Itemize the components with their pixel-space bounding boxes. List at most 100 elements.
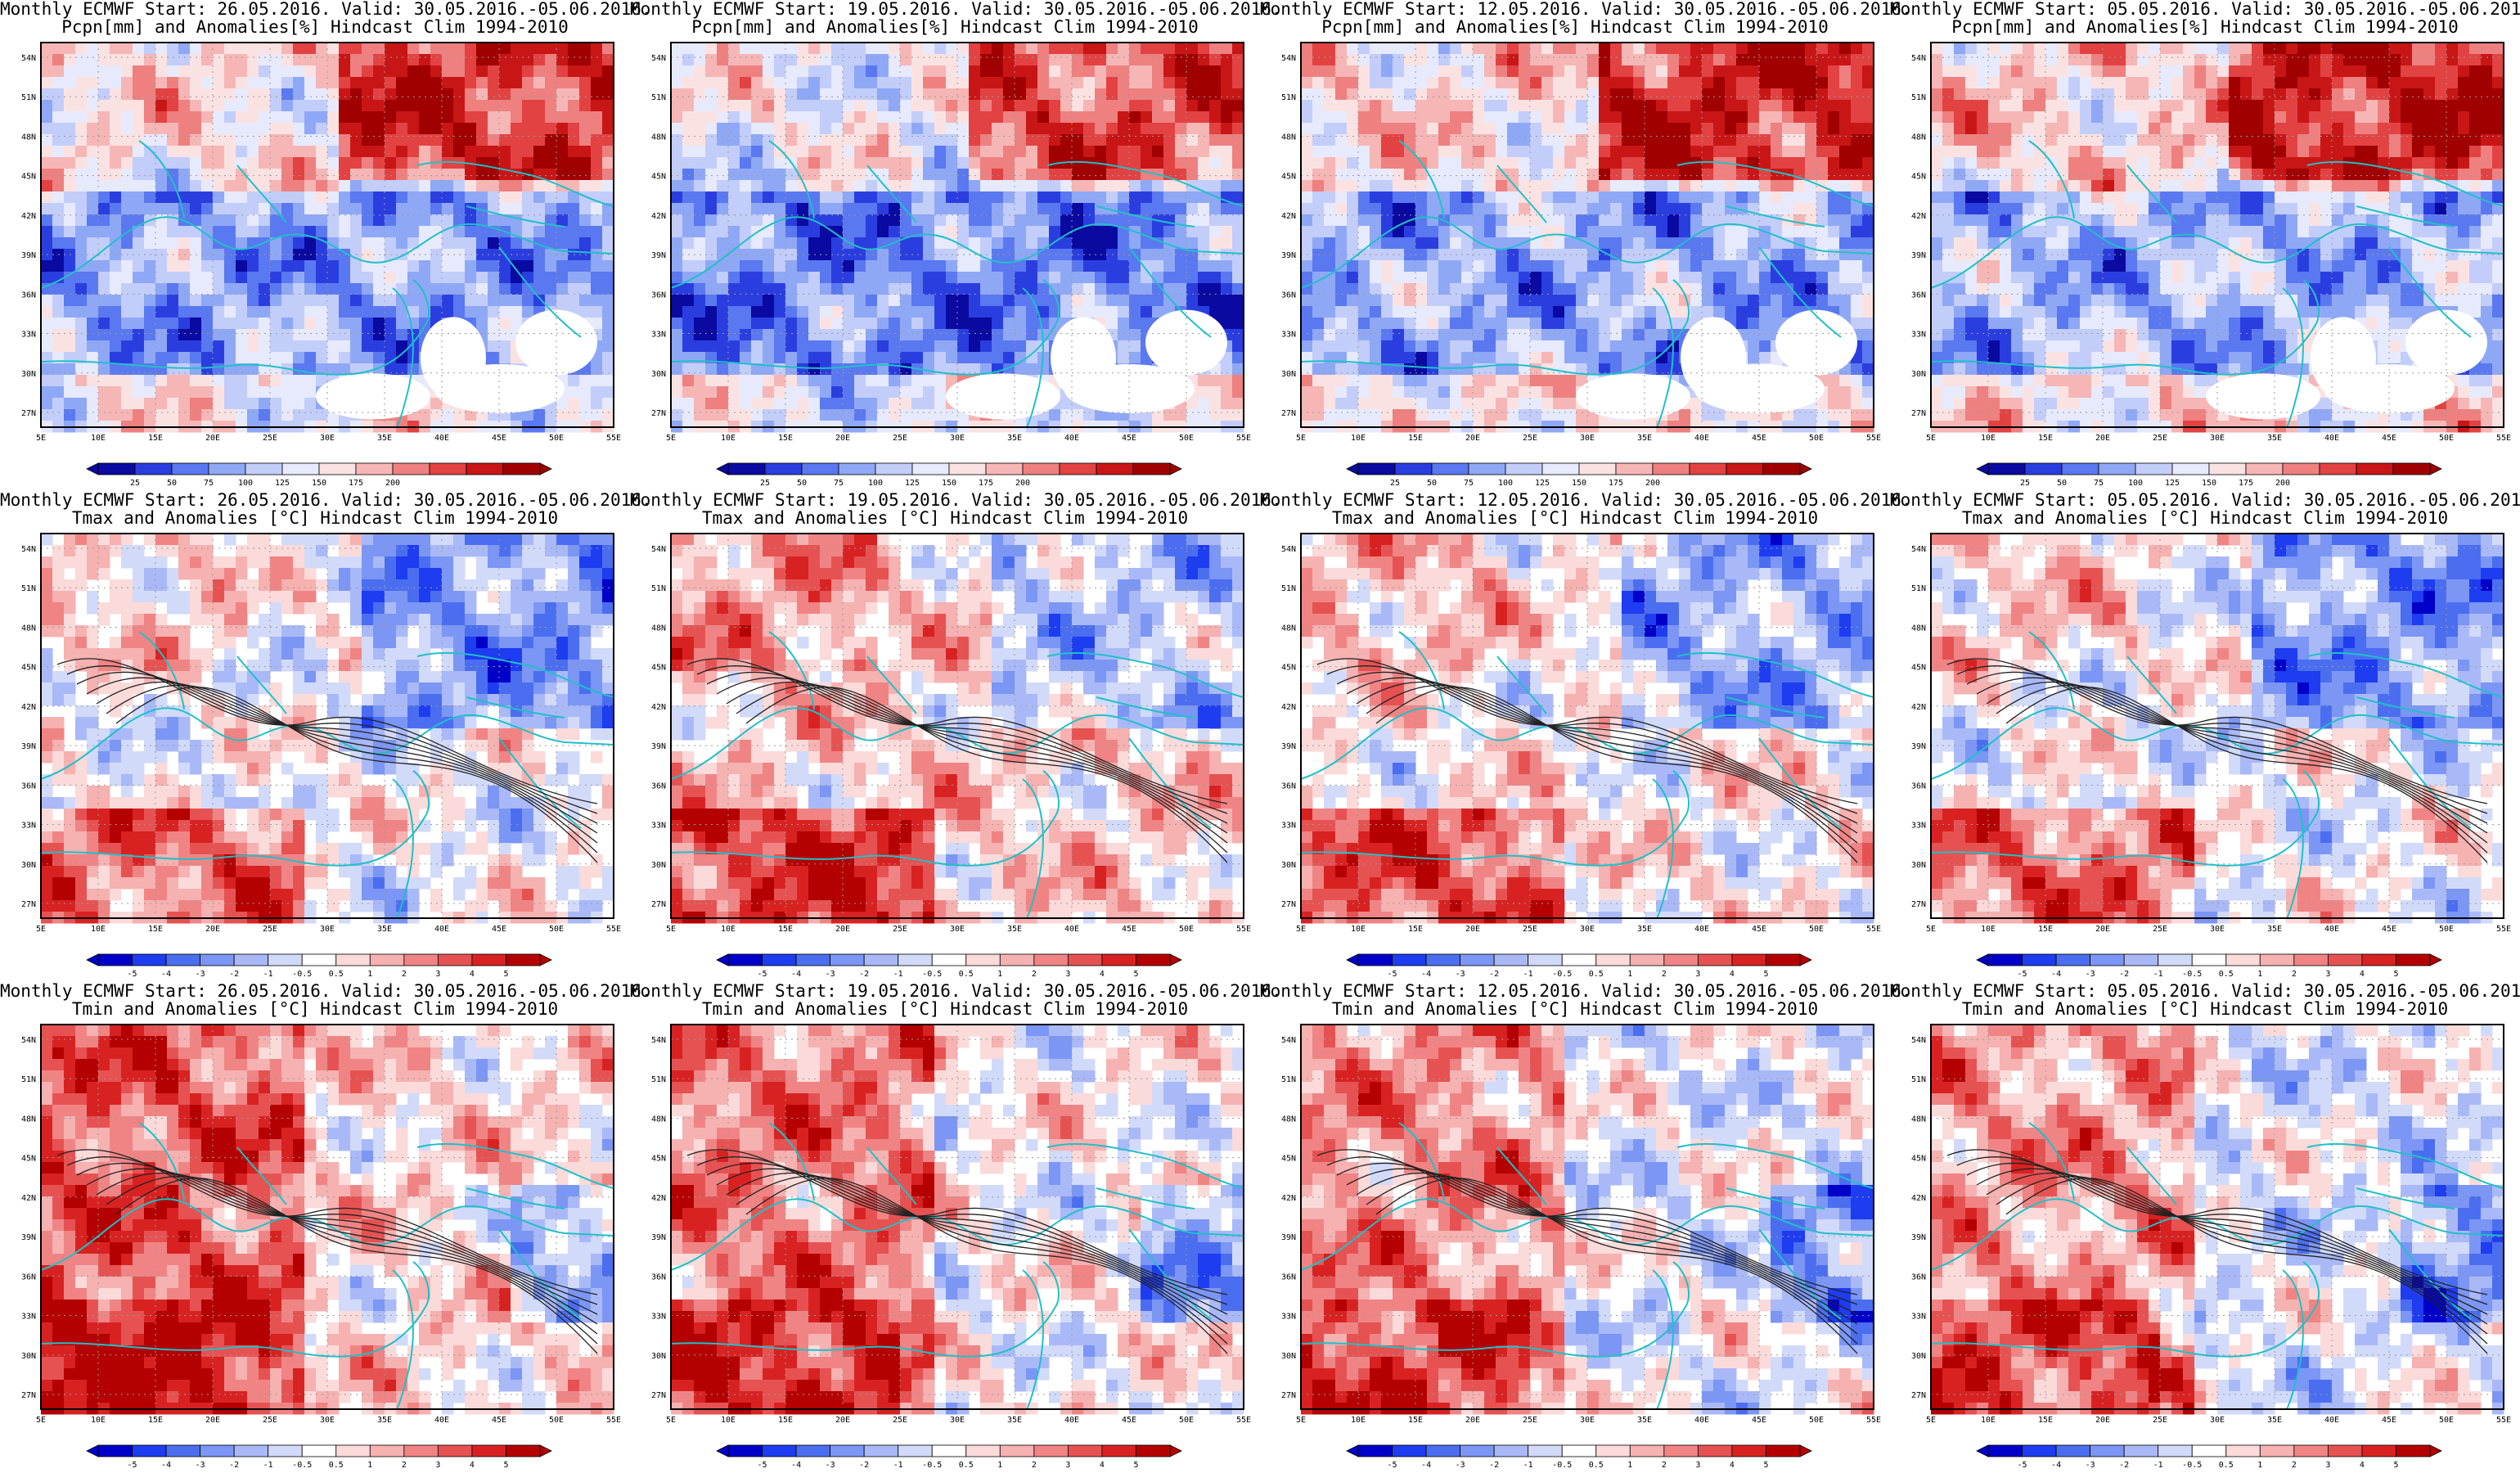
colorbar-label: 150 bbox=[942, 479, 956, 488]
colorbar-label: 50 bbox=[797, 479, 807, 488]
lon-tick-label: 10E bbox=[1981, 434, 1996, 443]
lat-tick-label: 42N bbox=[1281, 212, 1296, 221]
lat-tick-label: 54N bbox=[1281, 1036, 1296, 1045]
lon-tick-label: 55E bbox=[2496, 434, 2511, 443]
colorbar-label: -0.5 bbox=[2182, 1461, 2202, 1470]
lon-tick-label: 5E bbox=[1926, 1416, 1936, 1425]
lon-tick-label: 5E bbox=[1296, 1416, 1306, 1425]
colorbar-label: -2 bbox=[859, 1461, 869, 1470]
colorbar-label: 5 bbox=[503, 1461, 508, 1470]
lat-tick-label: 51N bbox=[1281, 93, 1296, 102]
isolines bbox=[1316, 658, 1858, 863]
lat-tick-label: 30N bbox=[1281, 370, 1296, 379]
lat-tick-label: 27N bbox=[21, 900, 36, 909]
colorbar-label: -3 bbox=[1456, 970, 1465, 979]
lat-tick-label: 27N bbox=[651, 1391, 666, 1400]
lat-tick-label: 51N bbox=[21, 93, 36, 102]
lat-tick-label: 48N bbox=[651, 624, 666, 633]
lon-tick-label: 45E bbox=[2382, 925, 2396, 934]
colorbar: 25 50 75 100 125 150 175 200 bbox=[86, 462, 552, 488]
lat-tick-label: 48N bbox=[651, 1115, 666, 1124]
no-data-area bbox=[946, 309, 1227, 420]
lon-tick-label: 35E bbox=[377, 434, 392, 443]
lon-tick-label: 45E bbox=[1752, 925, 1766, 934]
colorbar-label: 200 bbox=[385, 479, 400, 488]
colorbar-label: 5 bbox=[2393, 1461, 2398, 1470]
lat-tick-label: 48N bbox=[1281, 1115, 1296, 1124]
lon-tick-label: 40E bbox=[1694, 925, 1709, 934]
lat-tick-label: 33N bbox=[1281, 1313, 1296, 1322]
colorbar-label: 0.5 bbox=[1589, 970, 1604, 979]
panel-title: Monthly ECMWF Start: 26.05.2016. Valid: … bbox=[0, 0, 652, 19]
colorbar-label: 25 bbox=[760, 479, 770, 488]
coastlines bbox=[1930, 140, 2504, 428]
panel-subtitle: Pcpn[mm] and Anomalies[%] Hindcast Clim … bbox=[691, 17, 1199, 37]
lon-tick-label: 15E bbox=[2038, 434, 2053, 443]
panel-subtitle: Tmax and Anomalies [°C] Hindcast Clim 19… bbox=[1961, 508, 2449, 528]
lon-tick-label: 25E bbox=[1523, 434, 1537, 443]
colorbar-label: -5 bbox=[758, 970, 767, 979]
colorbar-label: -3 bbox=[2086, 1461, 2095, 1470]
lon-tick-label: 25E bbox=[2153, 925, 2167, 934]
no-data-area bbox=[2206, 309, 2487, 420]
graticule bbox=[670, 1025, 1244, 1409]
lon-tick-label: 50E bbox=[2439, 925, 2454, 934]
lon-tick-label: 25E bbox=[263, 434, 277, 443]
lon-tick-label: 35E bbox=[1637, 434, 1652, 443]
lon-tick-label: 5E bbox=[1296, 925, 1306, 934]
lat-tick-label: 48N bbox=[1281, 133, 1296, 142]
lat-tick-label: 51N bbox=[1911, 1075, 1926, 1084]
lon-tick-label: 10E bbox=[721, 1416, 736, 1425]
colorbar-label: 4 bbox=[1730, 970, 1735, 979]
lat-tick-label: 54N bbox=[651, 545, 666, 554]
colorbar-label: -4 bbox=[161, 1461, 171, 1470]
lon-tick-label: 35E bbox=[377, 925, 392, 934]
lat-tick-label: 45N bbox=[1911, 664, 1926, 673]
colorbar-label: 0.5 bbox=[329, 970, 344, 979]
lon-tick-label: 25E bbox=[263, 1416, 277, 1425]
lat-tick-label: 45N bbox=[651, 173, 666, 182]
colorbar: -5 -4 -3 -2 -1 -0.5 0.5 1 2 3 4 5 bbox=[1346, 953, 1812, 979]
lon-tick-label: 20E bbox=[1465, 434, 1480, 443]
lon-tick-label: 5E bbox=[1926, 925, 1936, 934]
colorbar-label: 3 bbox=[435, 970, 440, 979]
lat-tick-label: 48N bbox=[651, 133, 666, 142]
lon-tick-label: 30E bbox=[2210, 1416, 2225, 1425]
lat-tick-label: 33N bbox=[21, 1313, 36, 1322]
lon-tick-label: 35E bbox=[1007, 434, 1022, 443]
lon-tick-label: 55E bbox=[606, 925, 621, 934]
colorbar-label: 0.5 bbox=[329, 1461, 344, 1470]
colorbar: -5 -4 -3 -2 -1 -0.5 0.5 1 2 3 4 5 bbox=[716, 1444, 1182, 1470]
coastlines bbox=[40, 140, 614, 428]
lat-tick-label: 51N bbox=[651, 1075, 666, 1084]
lat-tick-label: 36N bbox=[651, 1273, 666, 1282]
lon-tick-label: 55E bbox=[1866, 434, 1881, 443]
colorbar-label: 25 bbox=[1390, 479, 1400, 488]
colorbar-label: -1 bbox=[893, 970, 903, 979]
lat-tick-label: 42N bbox=[1911, 703, 1926, 712]
lat-tick-label: 39N bbox=[21, 251, 36, 260]
map-frame bbox=[40, 42, 614, 428]
lon-tick-label: 5E bbox=[666, 434, 676, 443]
lat-tick-label: 27N bbox=[1281, 1391, 1296, 1400]
colorbar-label: 200 bbox=[1645, 479, 1660, 488]
coastlines bbox=[670, 140, 1244, 428]
colorbar-label: -5 bbox=[128, 1461, 137, 1470]
map-frame bbox=[1300, 42, 1874, 428]
no-data-area bbox=[1576, 309, 1857, 420]
lat-tick-label: 36N bbox=[1911, 782, 1926, 791]
colorbar-label: 2 bbox=[1032, 970, 1037, 979]
colorbar-label: -4 bbox=[791, 1461, 801, 1470]
lat-tick-label: 42N bbox=[1911, 212, 1926, 221]
colorbar-label: -0.5 bbox=[922, 1461, 942, 1470]
colorbar-label: 100 bbox=[238, 479, 253, 488]
lon-tick-label: 40E bbox=[1064, 925, 1079, 934]
lat-tick-label: 42N bbox=[1281, 1194, 1296, 1203]
lon-tick-label: 20E bbox=[205, 434, 220, 443]
lon-tick-label: 25E bbox=[1523, 1416, 1537, 1425]
lon-tick-label: 10E bbox=[91, 1416, 106, 1425]
lat-tick-label: 33N bbox=[1281, 822, 1296, 831]
